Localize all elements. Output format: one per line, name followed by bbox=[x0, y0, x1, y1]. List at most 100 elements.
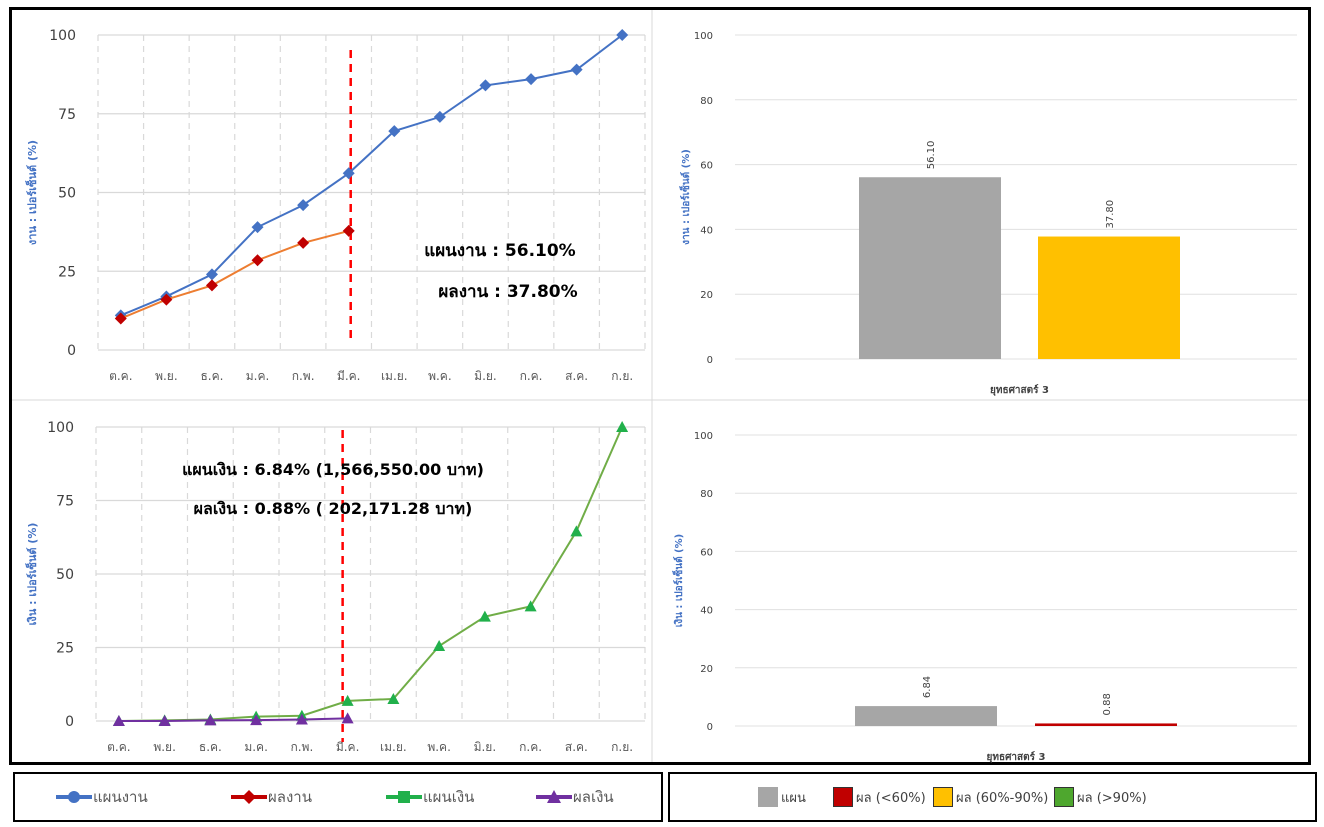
charts-canvas: 0 25 50 75 100 ต.ค. พ.ย. ธ.ค. ม.ค. ก.พ. มี.ค. เม.ย.… bbox=[12, 10, 1308, 763]
x-tick-label: ก.พ. bbox=[290, 740, 313, 754]
data-point bbox=[341, 712, 354, 724]
x-tick-label: ส.ค. bbox=[565, 740, 588, 754]
legend-item-result-money: ผลเงิน bbox=[535, 774, 614, 820]
data-point bbox=[433, 640, 446, 652]
x-tick-label: พ.ย. bbox=[153, 740, 176, 754]
y-tick-label: 0 bbox=[707, 722, 713, 733]
bar-chart: 0 20 40 60 80 100 งาน : เปอร์เซ็นต์ (%) 56.10 37… bbox=[678, 31, 1297, 396]
legend-label: ผล (60%-90%) bbox=[956, 790, 1049, 806]
x-category-label: ยุทธศาสตร์ 3 bbox=[990, 384, 1049, 396]
bar bbox=[855, 706, 997, 726]
annotation-result-money: ผลเงิน : 0.88% ( 202,171.28 บาท) bbox=[194, 499, 473, 518]
line-chart: 0 25 50 75 100 ต.ค. พ.ย. ธ.ค. ม.ค. ก.พ. มี.ค. เม.ย.… bbox=[25, 28, 646, 383]
annotation-plan-money: แผนเงิน : 6.84% (1,566,550.00 บาท) bbox=[182, 460, 484, 479]
y-tick-label: 25 bbox=[56, 641, 74, 657]
data-point bbox=[570, 525, 583, 537]
legend-label: ผลเงิน bbox=[573, 788, 614, 806]
legend-label: แผนงาน bbox=[93, 788, 148, 806]
x-tick-label: มี.ค. bbox=[337, 369, 361, 383]
x-tick-label: เม.ย. bbox=[381, 369, 408, 383]
y-tick-label: 0 bbox=[707, 355, 713, 366]
x-tick-label: ม.ค. bbox=[244, 740, 268, 754]
bar bbox=[1035, 723, 1177, 726]
data-point bbox=[251, 254, 264, 267]
data-point bbox=[251, 221, 264, 234]
data-point bbox=[297, 199, 310, 212]
legend-item-result-low: ผล (<60%) bbox=[833, 774, 926, 820]
y-tick-label: 40 bbox=[700, 225, 713, 236]
data-point bbox=[616, 421, 629, 432]
legend-label: ผลงาน bbox=[268, 788, 312, 806]
data-point bbox=[342, 167, 355, 180]
x-tick-label: ต.ค. bbox=[107, 740, 130, 754]
data-point bbox=[204, 714, 217, 726]
data-point bbox=[158, 715, 171, 726]
line-chart: 0 25 50 75 100 ต.ค. พ.ย. ธ.ค. ม.ค. ก.พ. มี.ค. เม.ย.… bbox=[25, 420, 646, 754]
legend-swatch bbox=[758, 787, 778, 807]
series-line bbox=[118, 717, 348, 722]
legend-label: แผนเงิน bbox=[423, 788, 475, 806]
legend-swatch bbox=[1054, 787, 1074, 807]
y-tick-label: 0 bbox=[65, 714, 74, 730]
x-tick-label: พ.ค. bbox=[427, 740, 451, 754]
annotation-plan-work: แผนงาน : 56.10% bbox=[424, 241, 575, 261]
legend-swatch bbox=[933, 787, 953, 807]
data-point bbox=[570, 63, 583, 76]
y-tick-label: 80 bbox=[700, 96, 713, 107]
x-tick-label: ม.ค. bbox=[246, 369, 270, 383]
x-tick-label: ต.ค. bbox=[109, 369, 132, 383]
triangle-marker-icon bbox=[536, 790, 572, 803]
x-category-label: ยุทธศาสตร์ 3 bbox=[987, 751, 1046, 763]
circle-marker-icon bbox=[56, 791, 92, 803]
data-point bbox=[295, 713, 308, 725]
x-tick-label: พ.ค. bbox=[428, 369, 452, 383]
y-tick-label: 100 bbox=[694, 431, 713, 442]
y-tick-label: 50 bbox=[58, 186, 76, 202]
data-point bbox=[112, 715, 125, 726]
x-tick-label: มิ.ย. bbox=[474, 369, 497, 383]
y-tick-label: 80 bbox=[700, 489, 713, 500]
series-line bbox=[120, 229, 349, 320]
y-axis-label: งาน : เปอร์เซ็นต์ (%) bbox=[25, 140, 39, 245]
y-axis-label: งาน : เปอร์เซ็นต์ (%) bbox=[678, 149, 692, 245]
y-tick-label: 40 bbox=[700, 606, 713, 617]
legend-item-plan-work: แผนงาน bbox=[55, 774, 148, 820]
legend-label: ผล (>90%) bbox=[1077, 790, 1147, 806]
x-tick-label: ก.พ. bbox=[292, 369, 315, 383]
x-tick-label: ธ.ค. bbox=[200, 369, 223, 383]
x-tick-label: มิ.ย. bbox=[474, 740, 497, 754]
legend-label: ผล (<60%) bbox=[856, 790, 926, 806]
bar-value-label: 37.80 bbox=[1105, 200, 1116, 229]
data-point bbox=[524, 600, 537, 612]
y-tick-label: 100 bbox=[49, 28, 76, 44]
y-tick-label: 100 bbox=[694, 31, 713, 42]
legend-item-result-mid: ผล (60%-90%) bbox=[933, 774, 1048, 820]
legend-item-plan-money: แผนเงิน bbox=[385, 774, 474, 820]
bar-value-label: 6.84 bbox=[922, 676, 933, 698]
x-tick-label: พ.ย. bbox=[155, 369, 178, 383]
x-tick-label: มี.ค. bbox=[336, 740, 360, 754]
x-tick-label: ก.ย. bbox=[611, 369, 633, 383]
data-point bbox=[297, 236, 310, 249]
square-marker-icon bbox=[386, 791, 422, 803]
diamond-marker-icon bbox=[231, 790, 267, 804]
bar-chart: 0 20 40 60 80 100 เงิน : เปอร์เซ็นต์ (%) 6.84 0.… bbox=[671, 431, 1297, 763]
dashboard-frame bbox=[9, 7, 1311, 765]
bar-chart-legend: แผน ผล (<60%) ผล (60%-90%) ผล (>90%) bbox=[668, 772, 1317, 822]
annotation-result-work: ผลงาน : 37.80% bbox=[438, 282, 577, 302]
y-tick-label: 60 bbox=[700, 161, 713, 172]
data-point bbox=[616, 29, 629, 41]
x-tick-label: ก.ค. bbox=[520, 369, 543, 383]
bar-value-label: 0.88 bbox=[1102, 693, 1113, 715]
data-point bbox=[250, 714, 263, 726]
x-tick-label: เม.ย. bbox=[380, 740, 407, 754]
x-tick-label: ก.ค. bbox=[519, 740, 542, 754]
legend-label: แผน bbox=[781, 790, 806, 806]
data-point bbox=[114, 312, 127, 325]
y-tick-label: 25 bbox=[58, 264, 76, 280]
legend-item-result-work: ผลงาน bbox=[230, 774, 312, 820]
y-tick-label: 20 bbox=[700, 290, 713, 301]
series-line bbox=[120, 34, 623, 317]
legend-swatch bbox=[833, 787, 853, 807]
data-point bbox=[160, 293, 173, 306]
